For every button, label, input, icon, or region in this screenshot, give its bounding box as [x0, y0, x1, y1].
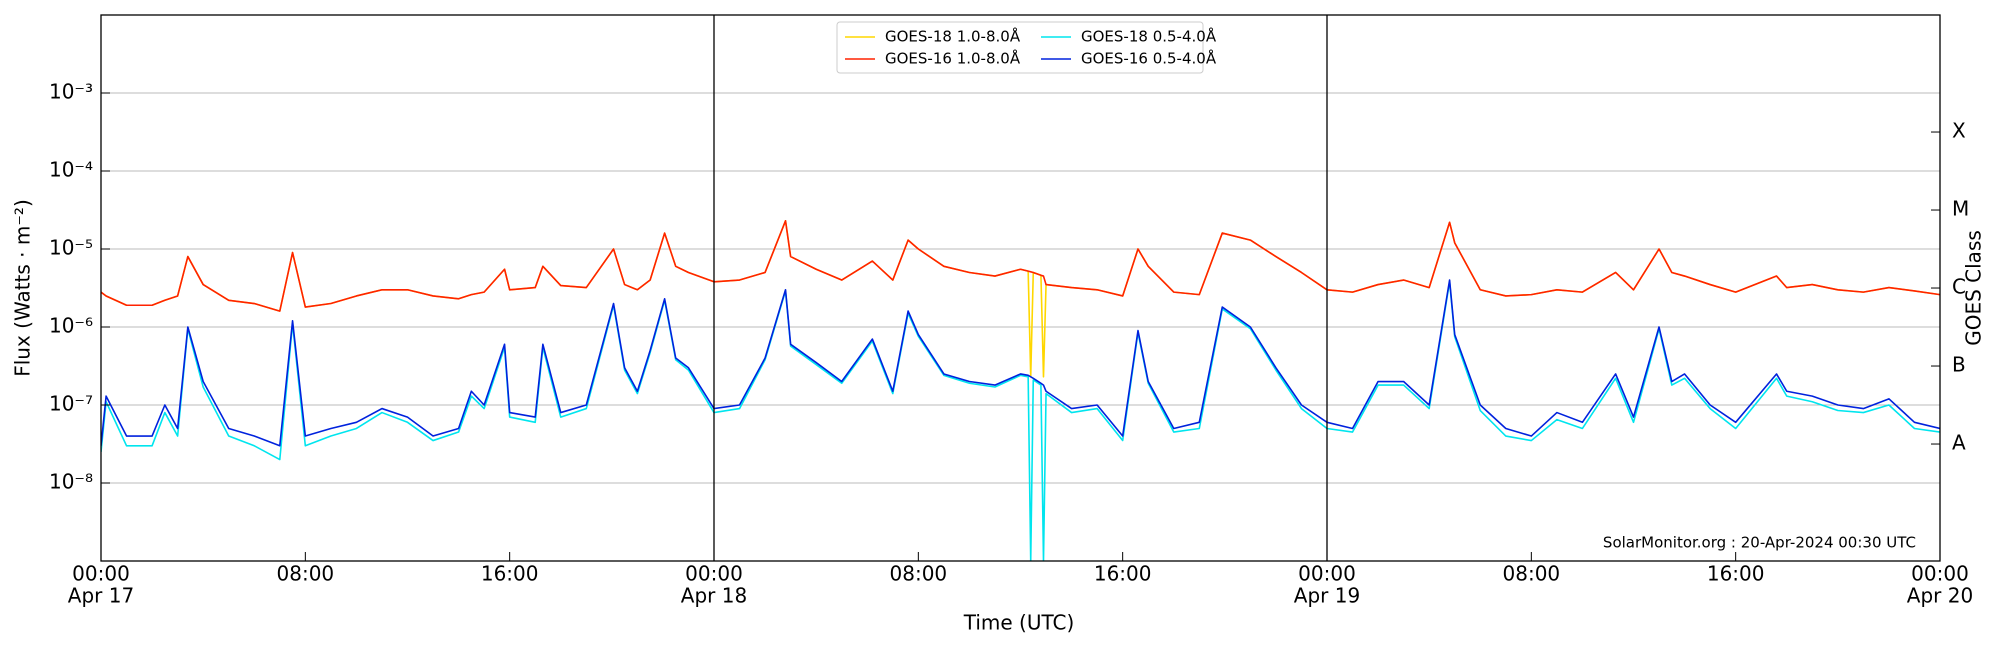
x-tick-label: 16:00	[1707, 562, 1765, 586]
y-tick-label: 10⁻⁵	[49, 236, 93, 260]
annotation: SolarMonitor.org : 20-Apr-2024 00:30 UTC	[1603, 534, 1916, 552]
x-tick-label: 00:00	[72, 562, 130, 586]
x-tick-label: 08:00	[277, 562, 335, 586]
y-axis-label: Flux (Watts · m⁻²)	[11, 199, 35, 377]
x-axis-label: Time (UTC)	[963, 611, 1075, 635]
x-tick-label: 00:00	[1298, 562, 1356, 586]
x-tick-date-label: Apr 19	[1294, 584, 1360, 608]
series-line	[101, 219, 1940, 312]
legend-label: GOES-18 0.5-4.0Å	[1081, 27, 1217, 46]
y2-tick-label: M	[1952, 197, 1969, 221]
legend-label: GOES-16 1.0-8.0Å	[885, 49, 1021, 68]
series-line	[101, 279, 1940, 447]
y-tick-label: 10⁻⁴	[49, 158, 93, 182]
x-tick-label: 16:00	[1094, 562, 1152, 586]
series-line	[101, 280, 1940, 561]
y-tick-label: 10⁻³	[49, 80, 93, 104]
x-tick-label: 08:00	[890, 562, 948, 586]
y-tick-label: 10⁻⁸	[49, 470, 93, 494]
y2-axis-label: GOES Class	[1962, 230, 1986, 346]
plot-frame	[100, 14, 1941, 562]
x-tick-date-label: Apr 18	[681, 584, 747, 608]
plot-area	[101, 219, 1940, 561]
x-tick-label: 00:00	[1911, 562, 1969, 586]
x-tick-label: 00:00	[685, 562, 743, 586]
y-tick-label: 10⁻⁷	[49, 392, 93, 416]
x-tick-label: 08:00	[1503, 562, 1561, 586]
legend-label: GOES-16 0.5-4.0Å	[1081, 49, 1217, 68]
x-tick-date-label: Apr 20	[1907, 584, 1973, 608]
x-tick-date-label: Apr 17	[68, 584, 134, 608]
grid	[101, 92, 1940, 484]
y2-tick-label: C	[1952, 275, 1966, 299]
y2-tick-label: X	[1952, 119, 1966, 143]
legend-label: GOES-18 1.0-8.0Å	[885, 27, 1021, 46]
x-tick-label: 16:00	[481, 562, 539, 586]
y2-tick-label: A	[1952, 431, 1966, 455]
y-tick-label: 10⁻⁶	[49, 314, 93, 338]
legend-box	[836, 21, 1204, 74]
y2-tick-label: B	[1952, 353, 1966, 377]
